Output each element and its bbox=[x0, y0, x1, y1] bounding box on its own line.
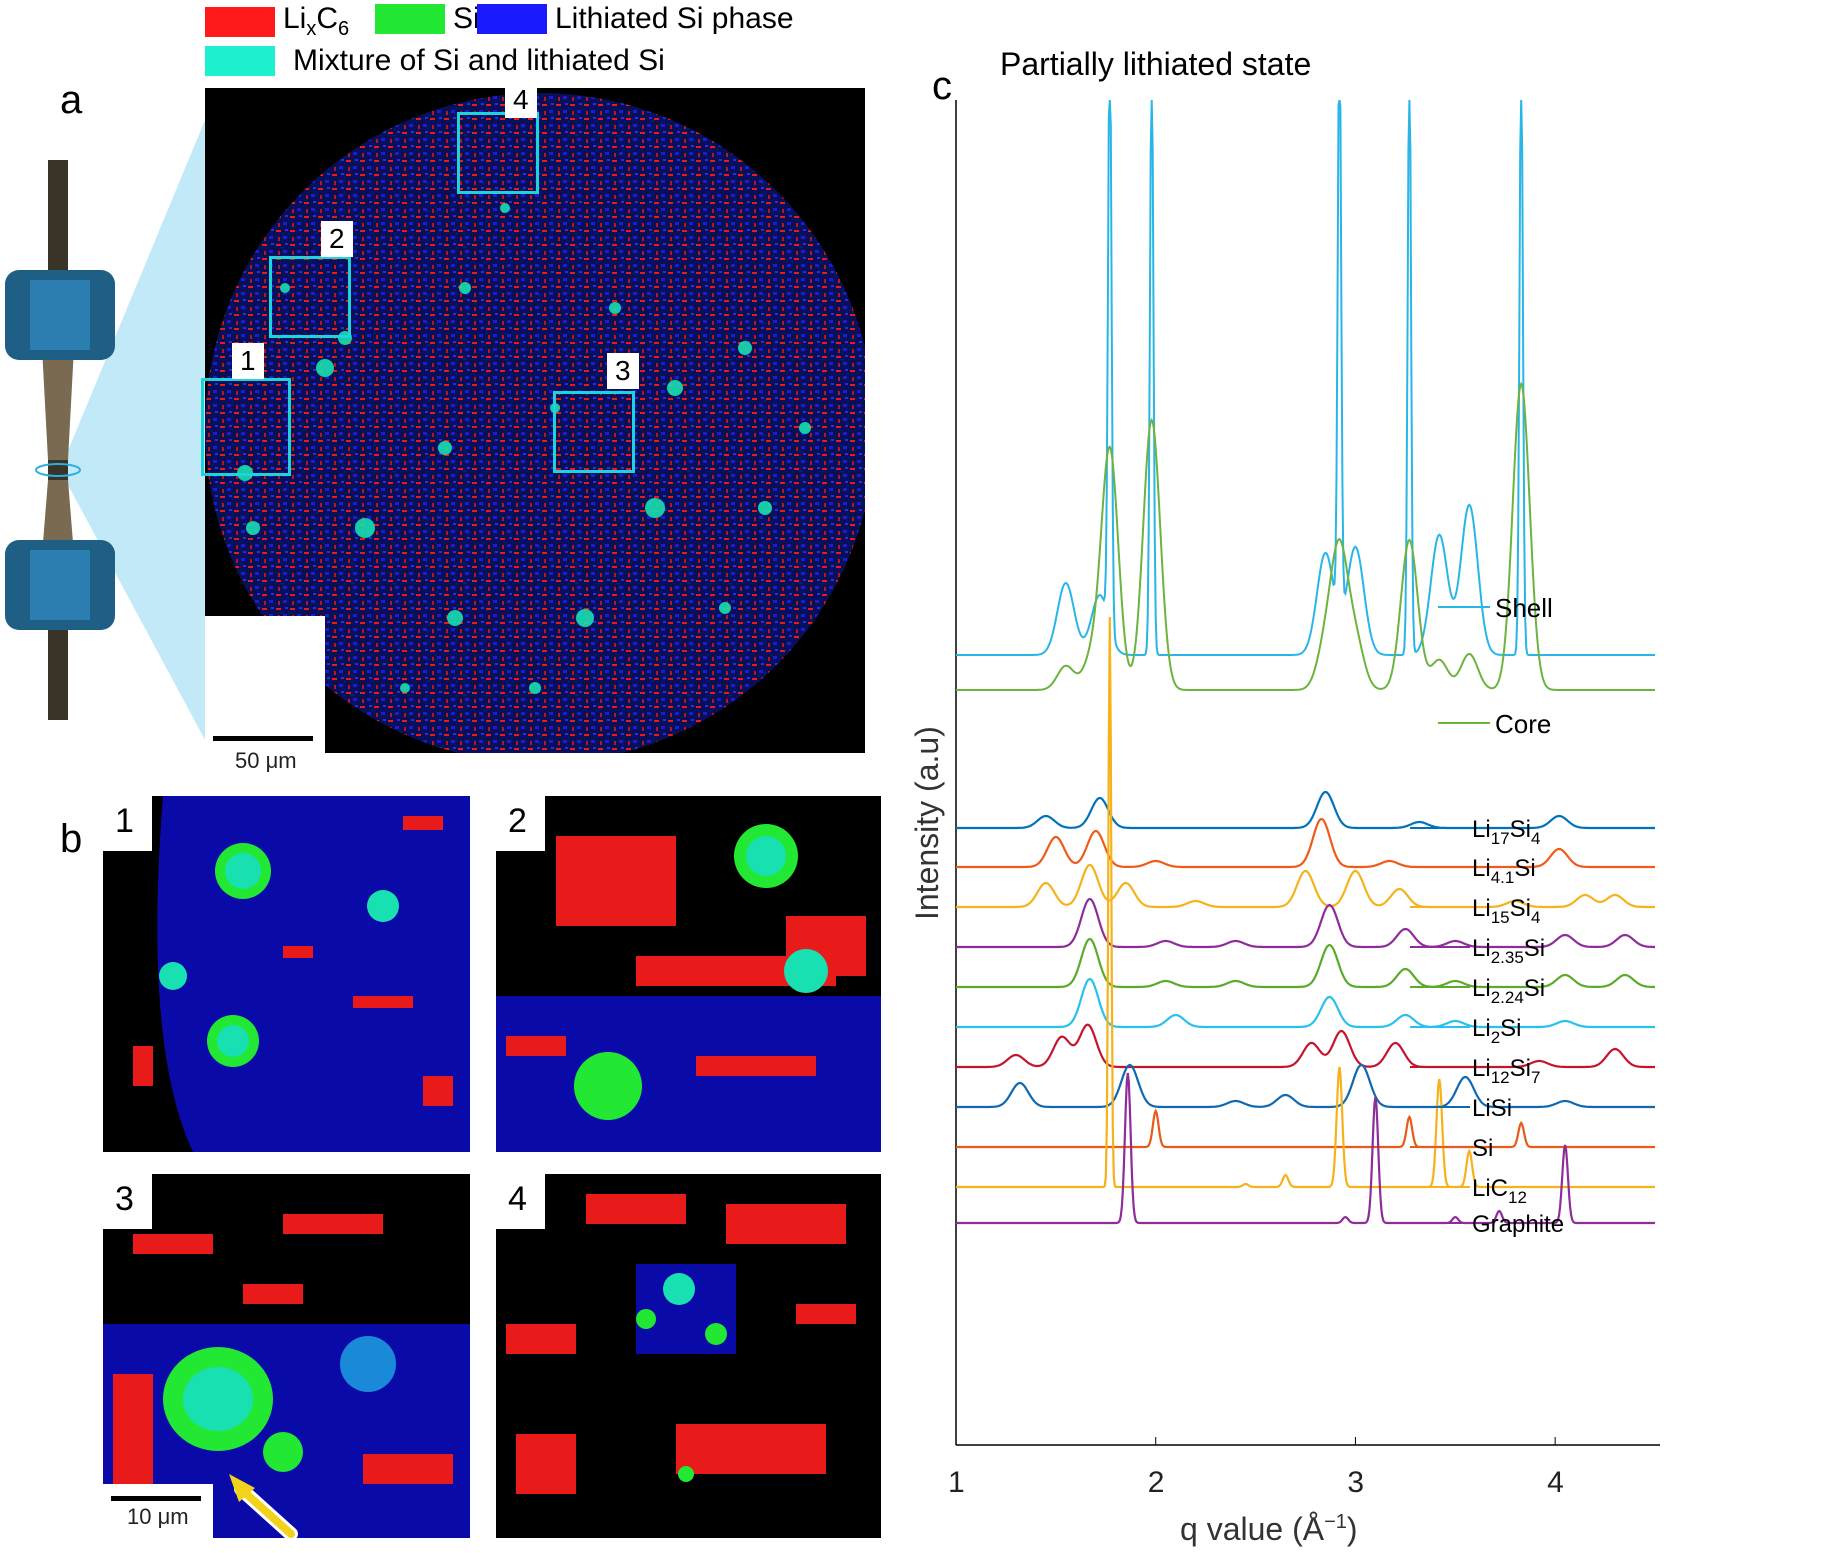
zoom-tile-4-label: 4 bbox=[496, 1174, 545, 1229]
zoom-tile-3-image bbox=[103, 1174, 470, 1538]
reference-legend-label: Li2.24Si bbox=[1472, 975, 1545, 1007]
reference-series bbox=[956, 1072, 1655, 1225]
reference-legend-label: Li15Si4 bbox=[1472, 895, 1540, 927]
panel-a-letter: a bbox=[60, 78, 83, 122]
reference-series bbox=[956, 897, 1655, 949]
zoom-tile-2: 2 bbox=[496, 796, 881, 1152]
x-tick-label: 4 bbox=[1547, 1466, 1564, 1499]
zoom-tile-3: 3 10 μm bbox=[103, 1174, 470, 1538]
reference-legend-label: Li4.1Si bbox=[1472, 855, 1536, 887]
legend-label-mixture: Mixture of Si and lithiated Si bbox=[293, 44, 665, 77]
chart-title: Partially lithiated state bbox=[1000, 46, 1312, 82]
x-tick-label: 2 bbox=[1148, 1466, 1165, 1499]
region-box-4 bbox=[457, 112, 539, 194]
lixc6-swatch bbox=[205, 6, 275, 37]
zoom-tile-1: 1 bbox=[103, 796, 470, 1152]
color-legend: LixC6 Si Lithiated Si phase Mixture of S… bbox=[205, 0, 865, 80]
reference-series bbox=[956, 817, 1655, 869]
reference-legend-label: Li2.35Si bbox=[1472, 935, 1545, 967]
si-swatch bbox=[375, 4, 445, 34]
mixture-swatch bbox=[205, 46, 275, 76]
reference-series bbox=[956, 1023, 1655, 1069]
panel-c-letter: c bbox=[932, 64, 952, 108]
x-tick-label: 1 bbox=[948, 1466, 965, 1499]
zoom-tile-1-image bbox=[103, 796, 470, 1152]
scalebar-b-line bbox=[111, 1496, 201, 1501]
zoom-tile-1-label: 1 bbox=[103, 796, 152, 851]
reference-series bbox=[956, 790, 1655, 830]
reference-series bbox=[956, 616, 1655, 1189]
phase-map-image bbox=[205, 93, 875, 763]
zoom-tile-2-label: 2 bbox=[496, 796, 545, 851]
region-label-1: 1 bbox=[232, 343, 264, 379]
scalebar-b-label: 10 μm bbox=[127, 1504, 189, 1529]
reference-legend-label: Li12Si7 bbox=[1472, 1055, 1540, 1087]
region-box-2 bbox=[269, 256, 351, 338]
panel-b-letter: b bbox=[60, 817, 83, 861]
region-box-1 bbox=[201, 378, 291, 476]
region-label-4: 4 bbox=[505, 82, 537, 118]
reference-legend-label: Li17Si4 bbox=[1472, 816, 1540, 848]
legend-label-lixc6: LixC6 bbox=[283, 2, 350, 40]
reference-series bbox=[956, 977, 1655, 1029]
x-axis-label: q value (Å−1) bbox=[1180, 1511, 1358, 1547]
tomography-map-panel: 1 2 3 4 50 μm bbox=[201, 82, 875, 773]
legend-item-lixc6: LixC6 bbox=[205, 2, 349, 41]
region-box-3 bbox=[553, 391, 635, 473]
xrd-chart: 1 2 3 4 Shell Core Li17Si4 Li4.1Si Li15Si4 Li2.3… bbox=[909, 100, 1660, 1547]
reference-series bbox=[956, 1108, 1655, 1149]
legend-label-shell: Shell bbox=[1495, 593, 1553, 623]
scalebar-a-line bbox=[213, 736, 313, 741]
legend-item-mixture: Mixture of Si and lithiated Si bbox=[205, 44, 665, 78]
region-label-3: 3 bbox=[607, 353, 639, 389]
zoom-tile-4: 4 bbox=[496, 1174, 881, 1538]
legend-item-si: Si bbox=[375, 2, 480, 36]
sample-holder-illustration bbox=[5, 120, 205, 740]
scalebar-background bbox=[205, 616, 325, 753]
region-label-2: 2 bbox=[321, 221, 353, 257]
reference-legend-label: Si bbox=[1472, 1135, 1493, 1162]
lithiated-si-swatch bbox=[477, 4, 547, 34]
x-tick-label: 3 bbox=[1347, 1466, 1364, 1499]
scalebar-a-label: 50 μm bbox=[235, 748, 297, 773]
legend-label-lithiated-si: Lithiated Si phase bbox=[555, 2, 794, 35]
y-axis-label: Intensity (a.u) bbox=[909, 726, 945, 920]
reference-legend-label: Li2Si bbox=[1472, 1015, 1522, 1047]
reference-legend-label: LiSi bbox=[1472, 1095, 1512, 1122]
legend-label-core: Core bbox=[1495, 709, 1551, 739]
zoom-tile-2-image bbox=[496, 796, 881, 1152]
scalebar-b-background bbox=[103, 1484, 213, 1538]
reference-legend-label: LiC12 bbox=[1472, 1175, 1527, 1207]
reference-series bbox=[956, 937, 1655, 989]
legend-label-si: Si bbox=[453, 2, 480, 35]
reference-series bbox=[956, 1063, 1655, 1109]
zoom-tile-4-image bbox=[496, 1174, 881, 1538]
reference-series bbox=[956, 863, 1655, 909]
series-shell bbox=[956, 100, 1655, 656]
legend-item-lithiated-si: Lithiated Si phase bbox=[477, 2, 794, 36]
reference-legend-label: Graphite bbox=[1472, 1211, 1564, 1238]
series-core bbox=[956, 381, 1655, 691]
zoom-tile-3-label: 3 bbox=[103, 1174, 152, 1229]
